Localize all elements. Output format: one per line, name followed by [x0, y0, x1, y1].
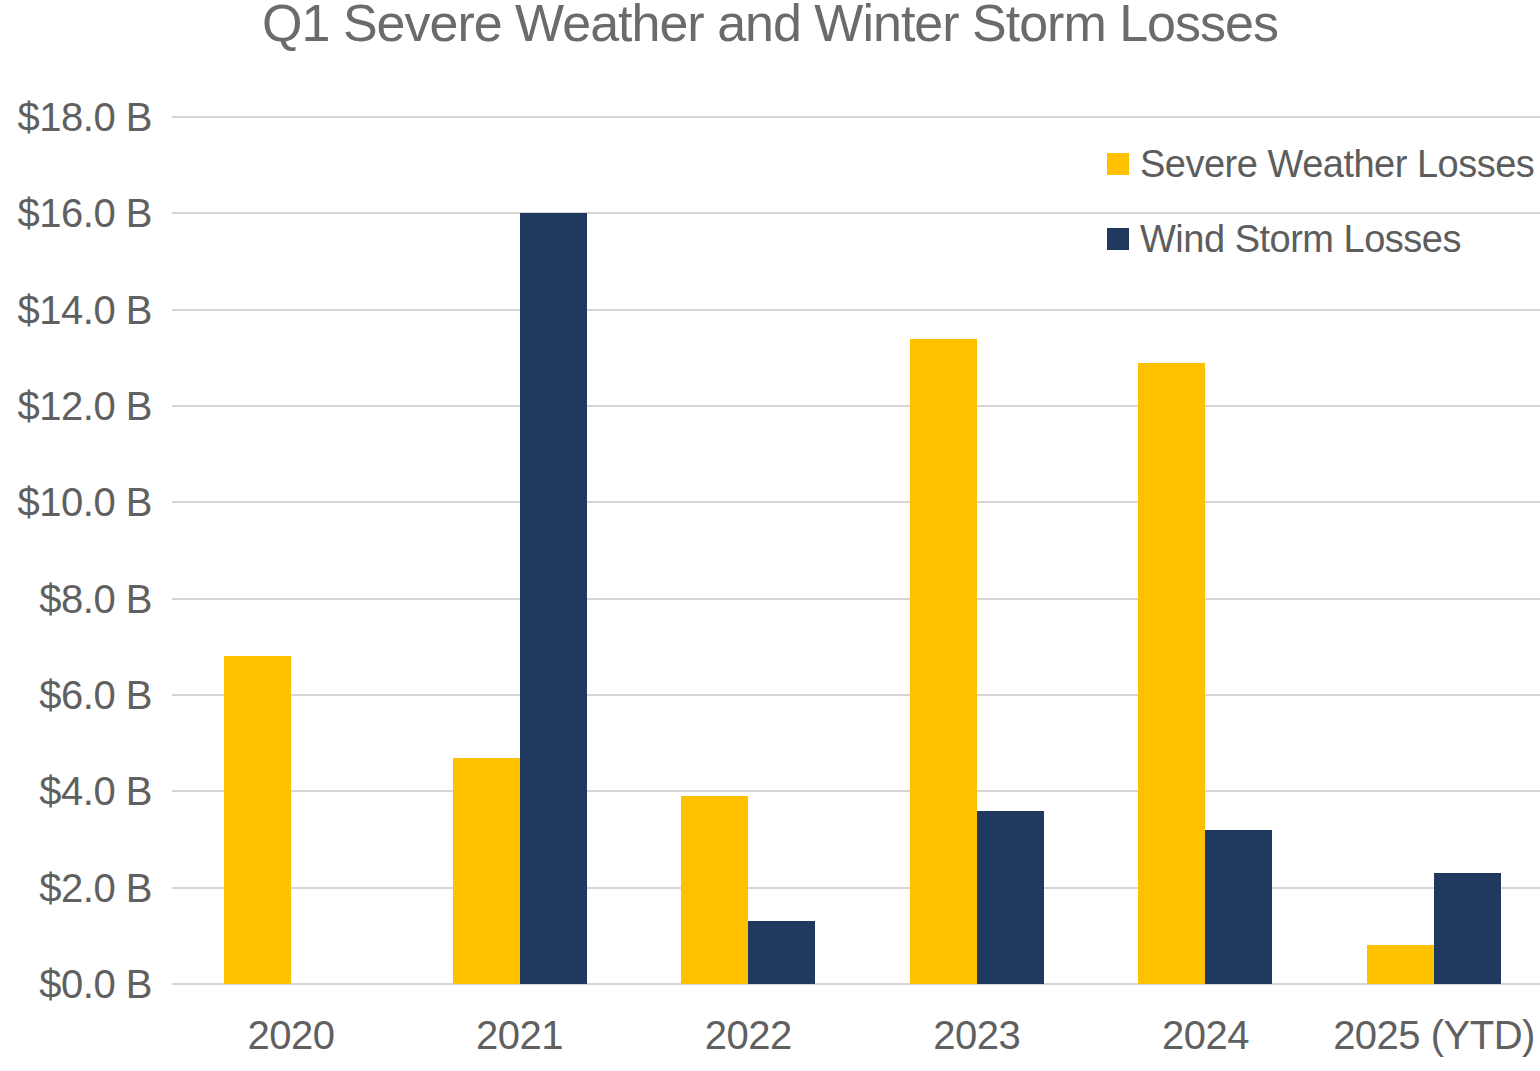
- legend-item-severe-weather-losses: Severe Weather Losses: [1107, 141, 1534, 187]
- gridline: [172, 405, 1540, 407]
- bar-wind-storm-losses-2021: [520, 213, 587, 984]
- legend-swatch-wind-storm: [1107, 228, 1129, 250]
- y-axis-tick-label: $16.0 B: [0, 192, 152, 234]
- gridline: [172, 598, 1540, 600]
- bar-severe-weather-losses-2023: [910, 339, 977, 984]
- bar-severe-weather-losses-2022: [681, 796, 748, 984]
- bar-severe-weather-losses-2021: [453, 758, 520, 984]
- gridline: [172, 309, 1540, 311]
- legend-label-severe-weather: Severe Weather Losses: [1140, 143, 1534, 186]
- legend-item-wind-storm-losses: Wind Storm Losses: [1107, 216, 1461, 262]
- gridline: [172, 501, 1540, 503]
- y-axis-tick-label: $2.0 B: [0, 867, 152, 909]
- chart: Q1 Severe Weather and Winter Storm Losse…: [0, 0, 1540, 1071]
- y-axis-tick-label: $18.0 B: [0, 96, 152, 138]
- bar-wind-storm-losses-2024: [1205, 830, 1272, 984]
- y-axis-tick-label: $14.0 B: [0, 289, 152, 331]
- legend-swatch-severe-weather: [1107, 153, 1129, 175]
- y-axis-tick-label: $8.0 B: [0, 578, 152, 620]
- bar-wind-storm-losses-2022: [748, 921, 815, 984]
- bar-wind-storm-losses-2023: [977, 811, 1044, 984]
- gridline: [172, 790, 1540, 792]
- gridline: [172, 694, 1540, 696]
- bar-severe-weather-losses-2024: [1138, 363, 1205, 984]
- y-axis-tick-label: $4.0 B: [0, 770, 152, 812]
- x-axis-tick-label: 2025 (YTD): [1294, 1014, 1540, 1056]
- gridline: [172, 983, 1540, 985]
- bar-severe-weather-losses-2025-ytd: [1367, 945, 1434, 984]
- y-axis-tick-label: $12.0 B: [0, 385, 152, 427]
- gridline: [172, 887, 1540, 889]
- gridline: [172, 212, 1540, 214]
- legend-label-wind-storm: Wind Storm Losses: [1140, 218, 1461, 261]
- bar-wind-storm-losses-2025-ytd: [1434, 873, 1501, 984]
- bar-severe-weather-losses-2020: [224, 656, 291, 984]
- chart-title: Q1 Severe Weather and Winter Storm Losse…: [0, 0, 1540, 54]
- y-axis-tick-label: $0.0 B: [0, 963, 152, 1005]
- y-axis-tick-label: $6.0 B: [0, 674, 152, 716]
- y-axis-tick-label: $10.0 B: [0, 481, 152, 523]
- gridline: [172, 116, 1540, 118]
